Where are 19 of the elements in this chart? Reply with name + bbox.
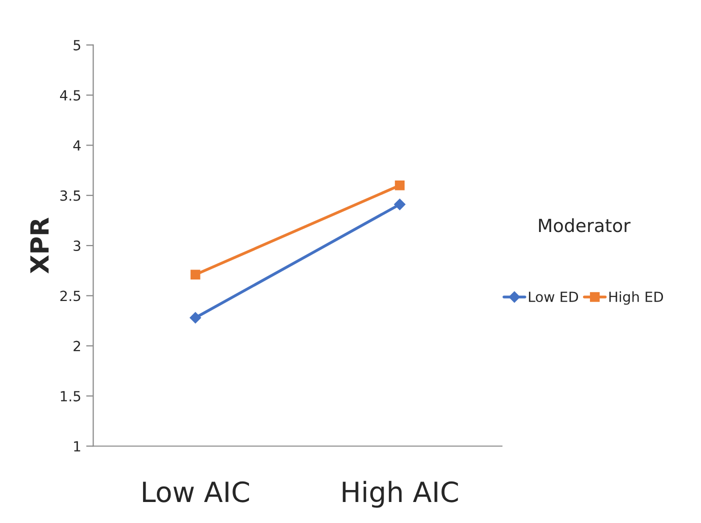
legend-label: High ED [609, 291, 663, 305]
y-tick-label: 3.5 [60, 190, 80, 201]
point [394, 198, 406, 210]
y-tick-label: 2.5 [60, 290, 80, 302]
y-tick-label: 2 [74, 340, 80, 352]
y-tick-label: 5 [74, 40, 80, 50]
y-tick-label: 1 [74, 441, 80, 452]
point [190, 312, 202, 324]
point [190, 270, 200, 280]
legend-label: Low ED [528, 292, 578, 302]
point [394, 180, 405, 190]
x-tick-label: Low AIC [143, 481, 249, 502]
y-tick-label: 3 [74, 240, 80, 252]
y-tick-label: 4 [73, 140, 81, 151]
legend-title: Moderator [539, 218, 631, 232]
x-tick-label: High AIC [342, 480, 458, 508]
y-tick-label: 4.5 [60, 90, 80, 101]
y-tick-label: 1.5 [60, 391, 80, 402]
y-axis-title: XPR [30, 218, 49, 274]
